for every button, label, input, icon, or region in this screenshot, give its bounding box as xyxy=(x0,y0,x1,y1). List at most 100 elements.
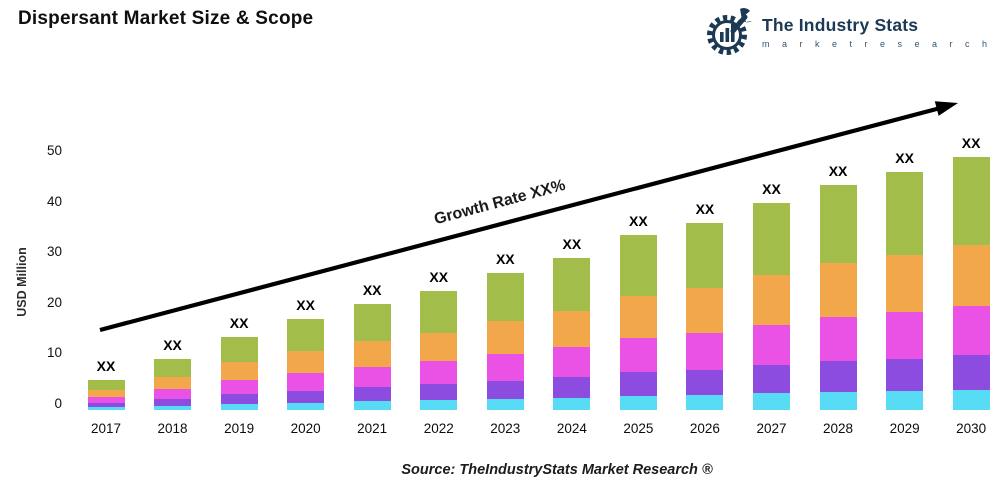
cyan-segment-2020 xyxy=(287,402,325,410)
green-segment-2027 xyxy=(753,202,790,276)
x-axis-label-2030: 2030 xyxy=(956,421,987,436)
bar-2028 xyxy=(819,184,857,410)
x-axis-label-2018: 2018 xyxy=(157,421,188,436)
purple-segment-2025 xyxy=(619,372,657,396)
purple-segment-2024 xyxy=(553,377,591,398)
x-axis-label-2029: 2029 xyxy=(889,421,920,436)
green-segment-2021 xyxy=(353,303,391,342)
x-axis-label-2021: 2021 xyxy=(357,421,388,436)
growth-rate-label: Growth Rate XX% xyxy=(432,176,568,229)
y-tick-label-0: 0 xyxy=(54,396,62,411)
green-segment-2026 xyxy=(686,222,724,289)
bar-value-label-2018: XX xyxy=(163,337,182,354)
bar-value-label-2022: XX xyxy=(429,269,449,286)
green-segment-2020 xyxy=(287,318,325,352)
bar-2030 xyxy=(952,157,990,410)
orange-segment-2020 xyxy=(287,351,325,374)
magenta-segment-2027 xyxy=(753,325,790,366)
x-axis-label-2017: 2017 xyxy=(90,421,122,436)
x-axis-label-2024: 2024 xyxy=(556,421,587,436)
green-segment-2025 xyxy=(619,235,657,297)
gear-wrench-icon xyxy=(706,8,752,55)
bar-2017 xyxy=(87,379,125,410)
purple-segment-2017 xyxy=(87,403,125,408)
magenta-segment-2021 xyxy=(353,366,391,388)
orange-segment-2023 xyxy=(486,320,524,354)
orange-segment-2019 xyxy=(220,361,258,380)
magenta-segment-2028 xyxy=(819,317,857,362)
green-segment-2019 xyxy=(220,336,258,362)
bar-2024 xyxy=(553,258,591,410)
x-axis-label-2023: 2023 xyxy=(490,421,521,436)
purple-segment-2026 xyxy=(686,369,724,395)
cyan-segment-2028 xyxy=(819,391,857,410)
bar-value-label-2021: XX xyxy=(362,281,382,298)
orange-segment-2022 xyxy=(420,332,458,361)
magenta-segment-2022 xyxy=(420,360,458,385)
bar-value-label-2029: XX xyxy=(895,150,914,167)
cyan-segment-2017 xyxy=(87,407,125,410)
purple-segment-2021 xyxy=(353,387,391,402)
x-axis-label-2026: 2026 xyxy=(689,421,720,436)
magenta-segment-2030 xyxy=(952,305,990,356)
purple-segment-2027 xyxy=(753,365,790,394)
x-axis-label-2025: 2025 xyxy=(623,421,654,436)
orange-segment-2028 xyxy=(819,263,857,318)
bar-value-label-2023: XX xyxy=(495,251,515,268)
magenta-segment-2020 xyxy=(287,373,325,391)
green-segment-2023 xyxy=(486,273,524,321)
green-segment-2024 xyxy=(553,258,591,311)
bar-2026 xyxy=(686,222,724,410)
green-segment-2030 xyxy=(952,157,990,246)
x-axis-label-2027: 2027 xyxy=(756,421,787,436)
green-segment-2018 xyxy=(154,359,192,377)
brand-tagline: m a r k e t r e s e a r c h xyxy=(761,39,992,49)
purple-segment-2023 xyxy=(486,380,524,399)
bar-value-label-2030: XX xyxy=(961,135,981,151)
orange-segment-2030 xyxy=(952,245,990,306)
green-segment-2017 xyxy=(87,379,125,391)
bar-2022 xyxy=(420,291,458,410)
green-segment-2029 xyxy=(886,172,924,256)
cyan-segment-2027 xyxy=(753,393,790,410)
y-tick-label-30: 30 xyxy=(46,244,62,260)
orange-segment-2027 xyxy=(753,275,790,325)
bar-value-label-2019: XX xyxy=(229,314,249,331)
x-axis-label-2020: 2020 xyxy=(290,421,321,436)
magenta-segment-2029 xyxy=(886,312,924,359)
orange-segment-2017 xyxy=(87,390,125,398)
magenta-segment-2017 xyxy=(87,397,125,404)
cyan-segment-2023 xyxy=(486,398,524,410)
y-tick-label-20: 20 xyxy=(46,294,62,310)
bar-value-label-2027: XX xyxy=(762,180,781,197)
x-axis-label-2019: 2019 xyxy=(224,421,255,436)
bar-value-label-2017: XX xyxy=(96,357,116,374)
purple-segment-2028 xyxy=(819,361,857,392)
brand-name: The Industry Stats xyxy=(761,15,919,35)
magenta-segment-2026 xyxy=(686,333,724,370)
y-tick-label-50: 50 xyxy=(46,143,62,158)
orange-segment-2018 xyxy=(154,376,192,389)
orange-segment-2026 xyxy=(686,288,724,334)
bar-2027 xyxy=(753,202,790,410)
purple-segment-2018 xyxy=(154,398,192,406)
green-segment-2022 xyxy=(420,291,458,333)
y-tick-label-10: 10 xyxy=(46,345,62,361)
cyan-segment-2024 xyxy=(553,397,591,410)
cyan-segment-2019 xyxy=(220,403,258,410)
purple-segment-2019 xyxy=(220,393,258,404)
orange-segment-2029 xyxy=(886,255,924,313)
bar-2021 xyxy=(353,303,391,410)
bar-value-label-2026: XX xyxy=(695,200,715,217)
bar-2019 xyxy=(220,336,258,410)
magenta-segment-2024 xyxy=(553,347,591,378)
x-axis-label-2028: 2028 xyxy=(823,421,854,436)
source-attribution: Source: TheIndustryStats Market Research… xyxy=(401,462,713,478)
green-segment-2028 xyxy=(819,184,857,264)
purple-segment-2029 xyxy=(886,358,924,391)
bar-2020 xyxy=(287,318,325,410)
cyan-segment-2030 xyxy=(952,389,990,410)
brand-logo: The Industry Stats m a r k e t r e s e a… xyxy=(702,5,992,59)
purple-segment-2022 xyxy=(420,384,458,401)
